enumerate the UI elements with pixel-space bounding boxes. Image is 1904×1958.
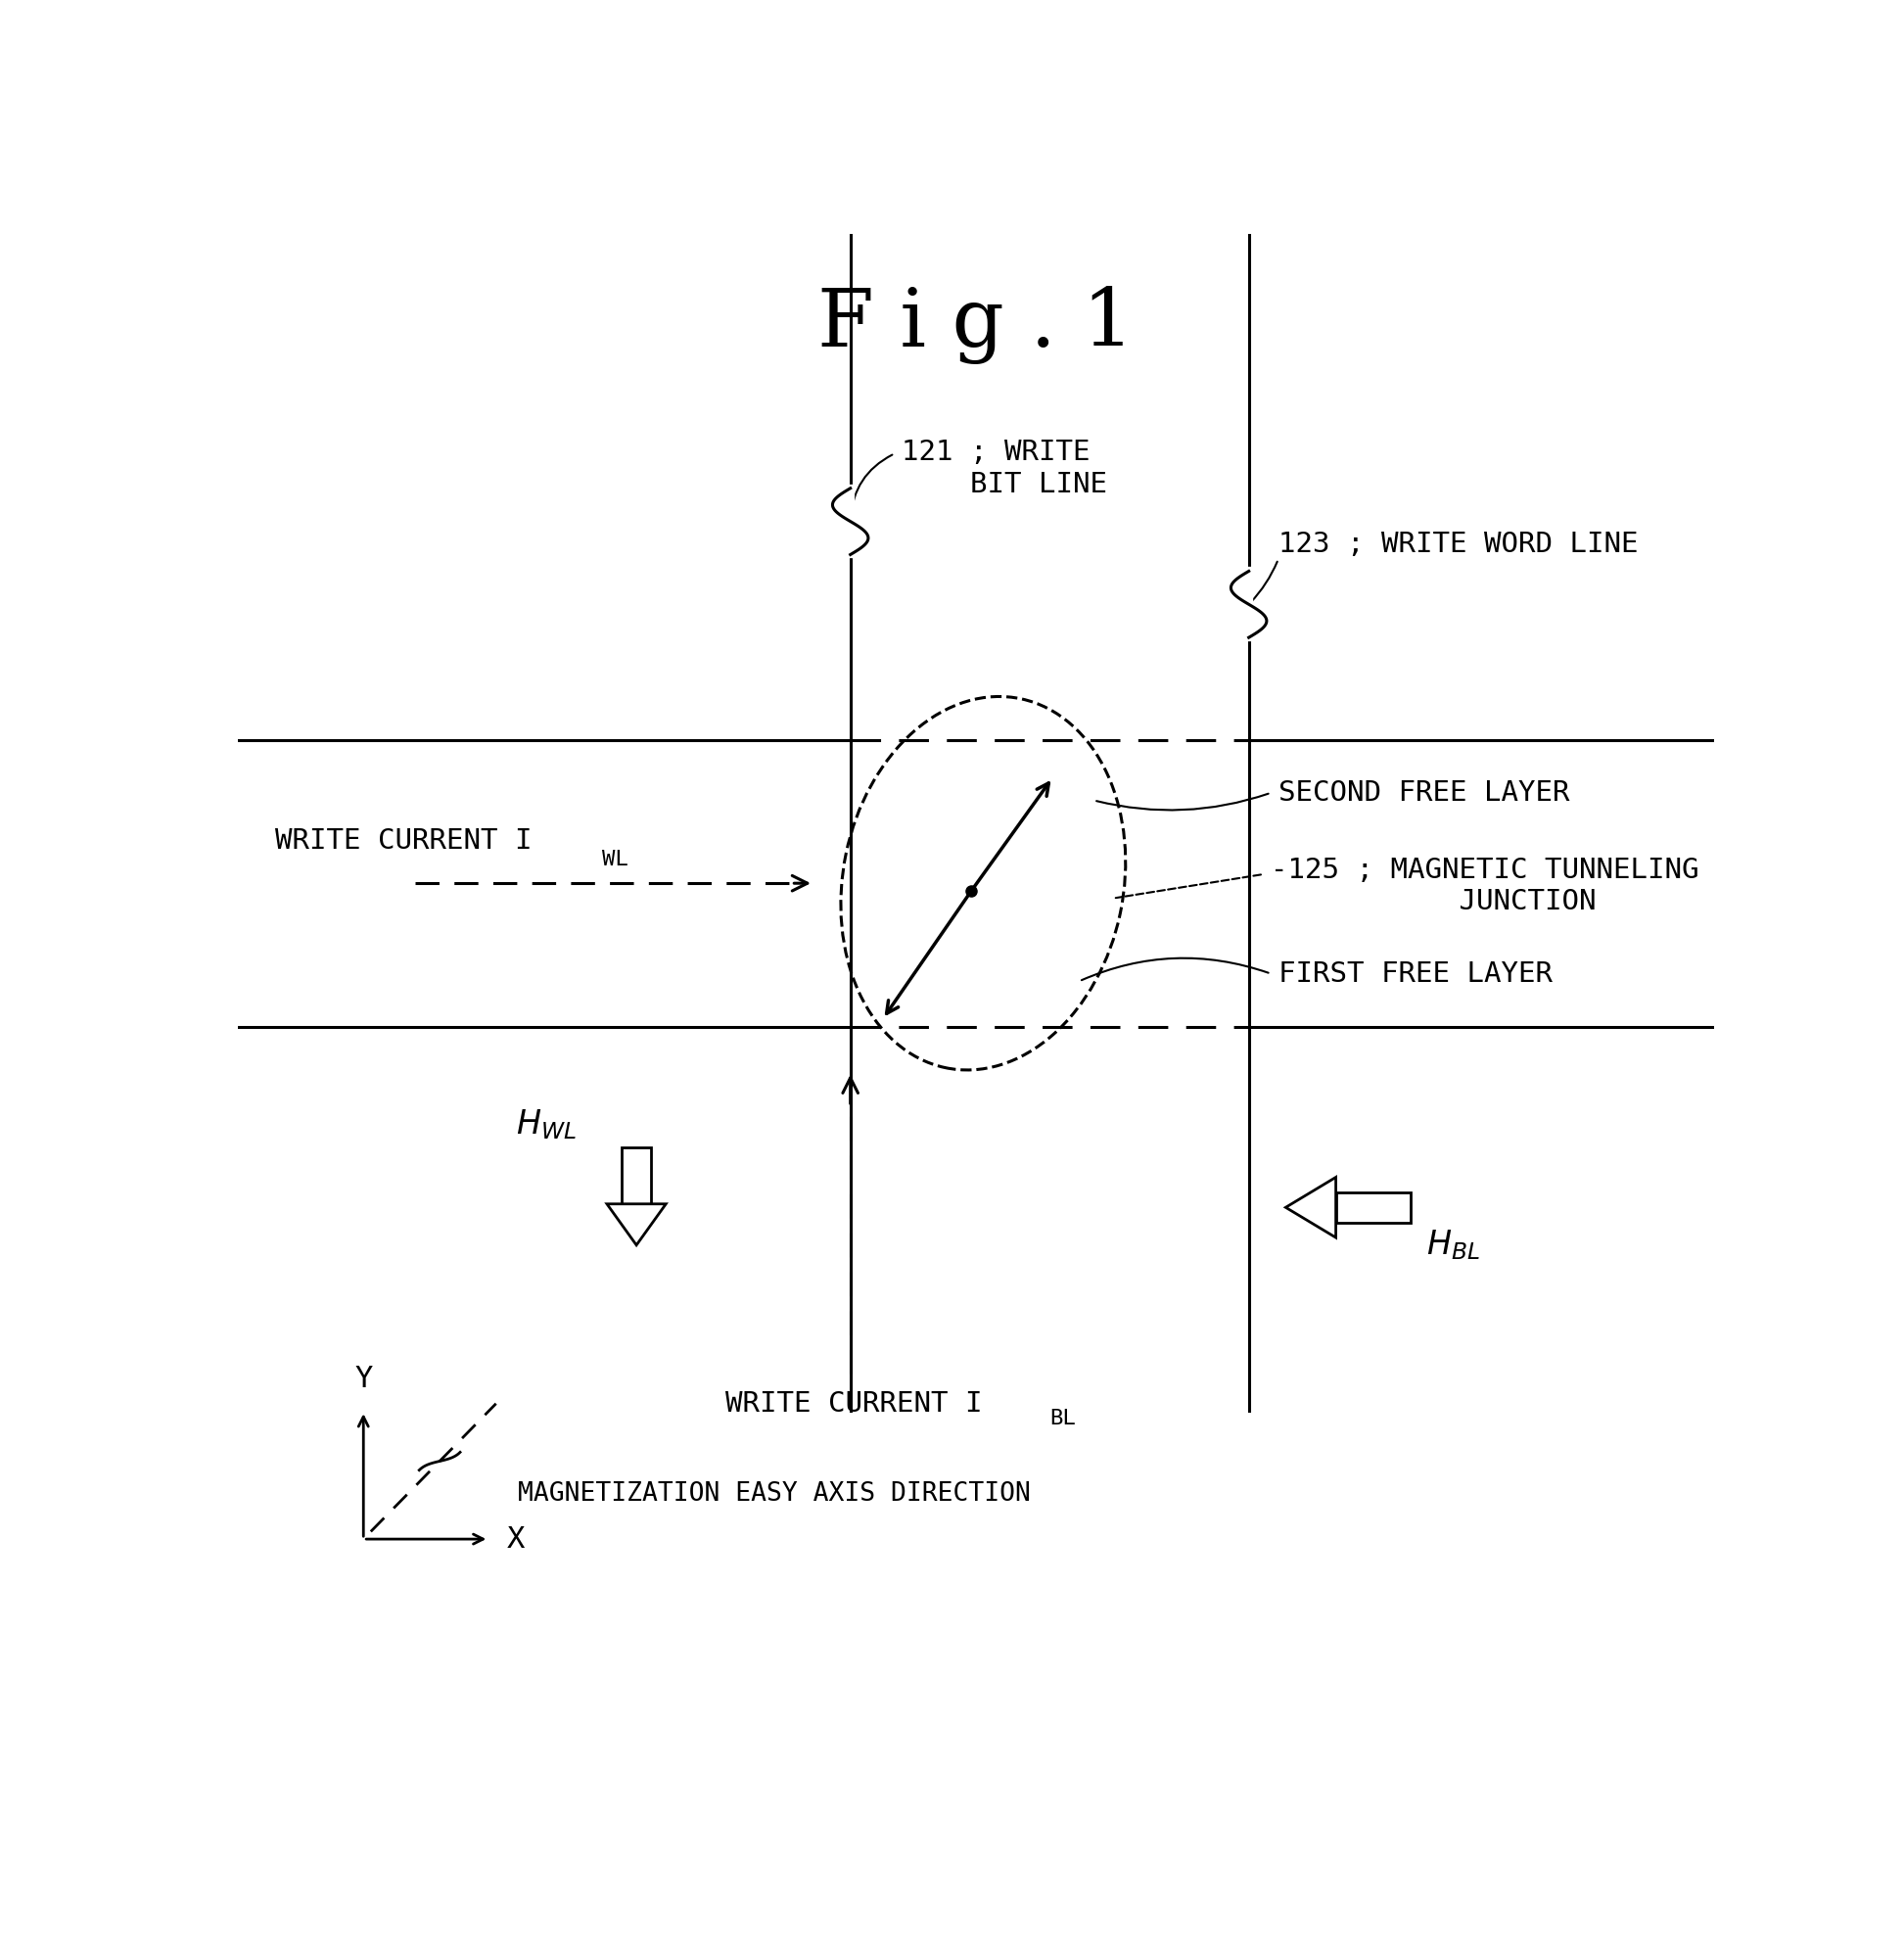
Text: X: X <box>506 1525 524 1553</box>
Polygon shape <box>621 1147 651 1204</box>
Text: 121 ; WRITE
    BIT LINE: 121 ; WRITE BIT LINE <box>902 439 1108 497</box>
Text: $H_{BL}$: $H_{BL}$ <box>1426 1228 1479 1263</box>
Text: SECOND FREE LAYER: SECOND FREE LAYER <box>1278 779 1569 807</box>
Text: Y: Y <box>354 1365 373 1392</box>
Polygon shape <box>1285 1177 1337 1237</box>
Polygon shape <box>1337 1192 1411 1222</box>
Text: 123 ; WRITE WORD LINE: 123 ; WRITE WORD LINE <box>1278 531 1637 558</box>
Text: WRITE CURRENT I: WRITE CURRENT I <box>725 1390 982 1418</box>
Text: -125 ; MAGNETIC TUNNELING
           JUNCTION: -125 ; MAGNETIC TUNNELING JUNCTION <box>1270 858 1698 916</box>
Text: BL: BL <box>1049 1408 1076 1427</box>
Text: $H_{WL}$: $H_{WL}$ <box>516 1108 575 1142</box>
Text: F i g . 1: F i g . 1 <box>817 286 1135 364</box>
Text: MAGNETIZATION EASY AXIS DIRECTION: MAGNETIZATION EASY AXIS DIRECTION <box>518 1480 1030 1506</box>
Text: FIRST FREE LAYER: FIRST FREE LAYER <box>1278 959 1552 987</box>
Text: WRITE CURRENT I: WRITE CURRENT I <box>274 828 531 856</box>
Polygon shape <box>607 1204 666 1245</box>
Text: WL: WL <box>602 850 628 869</box>
